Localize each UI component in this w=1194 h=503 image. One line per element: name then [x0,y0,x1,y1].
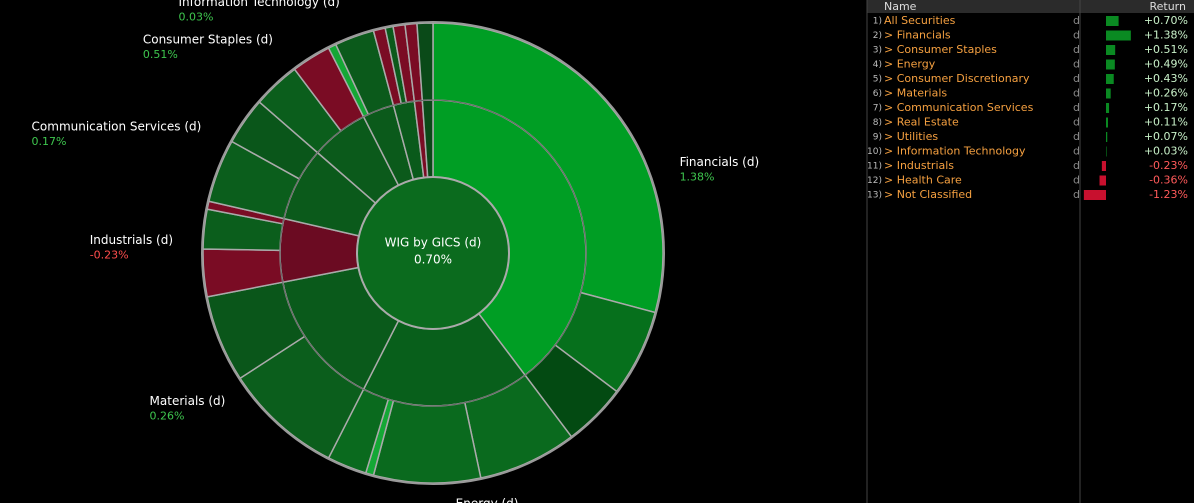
row-flag: d [1073,29,1080,42]
row-number: 11) [867,162,882,172]
center-title: WIG by GICS (d) [385,236,482,250]
row-number: 12) [867,176,882,186]
return-bar [1106,30,1131,41]
sector-label: Energy (d) [456,497,519,503]
row-flag: d [1073,101,1080,114]
row-return: +0.11% [1144,116,1188,129]
row-return: +0.03% [1144,145,1188,158]
row-flag: d [1073,145,1080,158]
row-name[interactable]: > Communication Services [884,101,1034,114]
row-number: 9) [873,133,882,143]
center [356,176,510,330]
return-bar [1083,190,1106,200]
row-return: +0.26% [1144,87,1188,100]
row-number: 13) [867,191,882,201]
row-name[interactable]: > Not Classified [884,188,972,201]
row-return: -1.23% [1149,188,1188,201]
return-bar [1106,103,1110,113]
sector-label: Information Technology (d) [179,0,340,9]
sector-value: 0.03% [179,10,214,23]
return-bar [1106,132,1108,142]
row-return: +0.49% [1144,58,1188,71]
row-number: 7) [873,104,882,114]
column-header: Name [884,0,917,13]
return-bar [1101,161,1106,171]
sector-label: Consumer Staples (d) [143,33,273,47]
sector-label: Financials (d) [680,155,760,169]
row-number: 1) [873,17,882,27]
return-bar [1106,146,1107,157]
row-return: +0.51% [1144,43,1188,56]
sector-label: Industrials (d) [90,233,173,247]
row-flag: d [1073,174,1080,187]
sector-value: 1.38% [680,171,715,184]
row-return: -0.23% [1149,159,1188,172]
row-number: 2) [873,31,882,41]
return-bar [1106,88,1111,99]
row-flag: d [1073,14,1080,27]
ring-border [279,99,587,407]
return-bar [1106,59,1115,70]
row-name[interactable]: All Securities [884,14,956,27]
row-flag: d [1073,188,1080,201]
return-bar [1106,74,1114,84]
row-number: 10) [867,147,882,157]
row-number: 8) [873,118,882,128]
row-number: 6) [873,89,882,99]
row-return: -0.36% [1149,174,1188,187]
row-return: +0.43% [1144,72,1188,85]
row-return: +0.17% [1144,101,1188,114]
row-name[interactable]: > Health Care [884,174,962,187]
row-flag: d [1073,116,1080,129]
row-flag: d [1073,87,1080,100]
row-return: +0.07% [1144,130,1188,143]
row-number: 3) [873,46,882,56]
sector-label: Materials (d) [150,394,226,408]
row-flag: d [1073,130,1080,143]
row-return: +0.70% [1144,14,1188,27]
row-return: +1.38% [1144,29,1188,42]
return-bar [1106,45,1116,55]
return-bar [1106,16,1119,26]
table-header [867,0,1194,13]
row-flag: d [1073,58,1080,71]
row-name[interactable]: > Real Estate [884,116,959,129]
row-name[interactable]: > Information Technology [884,145,1026,158]
row-flag: d [1073,43,1080,56]
row-name[interactable]: > Consumer Discretionary [884,72,1030,85]
sector-value: -0.23% [90,248,129,261]
sector-value: 0.26% [150,409,185,422]
row-name[interactable]: > Utilities [884,130,938,143]
row-name[interactable]: > Materials [884,87,947,100]
row-name[interactable]: > Energy [884,58,936,71]
outer-border [201,21,665,485]
row-flag: d [1073,159,1080,172]
row-name[interactable]: > Financials [884,29,951,42]
row-flag: d [1073,72,1080,85]
sector-value: 0.51% [143,48,178,61]
column-header: Return [1149,0,1186,13]
row-number: 4) [873,60,882,70]
sector-label: Communication Services (d) [32,119,202,133]
row-number: 5) [873,75,882,85]
center-value: 0.70% [414,253,452,267]
sector-value: 0.17% [32,135,67,148]
row-name[interactable]: > Consumer Staples [884,43,997,56]
return-bar [1106,117,1108,128]
row-name[interactable]: > Industrials [884,159,954,172]
return-bar [1099,175,1106,186]
